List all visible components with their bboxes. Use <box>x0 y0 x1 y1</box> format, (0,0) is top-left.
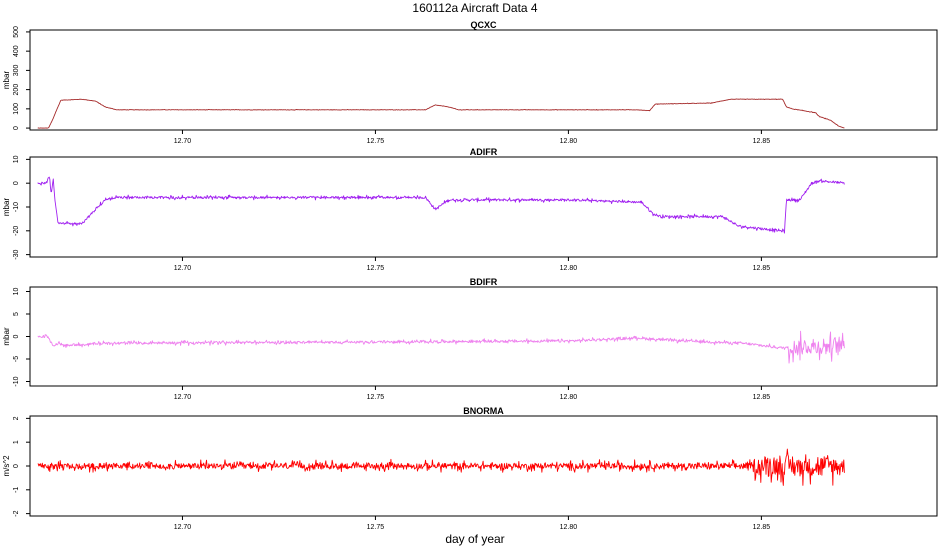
y-tick-label: -20 <box>13 226 20 236</box>
x-tick-label: 12.70 <box>174 138 192 145</box>
y-tick-label: 0 <box>13 181 20 185</box>
x-tick-label: 12.75 <box>367 265 385 272</box>
series-line-bnorma <box>37 448 845 486</box>
y-tick-label: 200 <box>13 84 20 96</box>
plot-frame <box>29 29 938 131</box>
x-tick-label: 12.85 <box>753 265 771 272</box>
y-tick-label: -10 <box>13 202 20 212</box>
y-tick-label: 300 <box>13 64 20 76</box>
y-tick-label: 0 <box>13 464 20 468</box>
y-tick-label: 500 <box>13 26 20 38</box>
y-tick-label: 10 <box>13 155 20 163</box>
series-line-adifr <box>37 176 845 234</box>
panel-bdifr: BDIFR mbar -10 -5 0 5 10 12.70 12.75 12.80 12.85 <box>2 277 938 401</box>
x-tick-label: 12.70 <box>174 524 192 531</box>
y-tick-label: -5 <box>13 356 20 362</box>
y-tick-label: 100 <box>13 103 20 115</box>
x-tick-label: 12.85 <box>753 524 771 531</box>
x-tick-label: 12.80 <box>560 265 578 272</box>
x-tick-label: 12.80 <box>560 394 578 401</box>
x-tick-label: 12.70 <box>174 265 192 272</box>
y-axis-label: mbar <box>2 327 11 346</box>
panel-title: QCXC <box>470 20 497 30</box>
y-axis-label: m/s^2 <box>2 455 11 477</box>
y-axis-label: mbar <box>2 71 11 90</box>
x-tick-label: 12.75 <box>367 394 385 401</box>
y-tick-label: -2 <box>13 510 20 516</box>
panel-title: BDIFR <box>470 277 498 287</box>
x-tick-label: 12.80 <box>560 138 578 145</box>
series-line-qcxc <box>37 98 845 129</box>
figure-title: 160112a Aircraft Data 4 <box>412 1 538 15</box>
x-tick-label: 12.70 <box>174 394 192 401</box>
x-tick-label: 12.85 <box>753 138 771 145</box>
y-axis-label: mbar <box>2 198 11 217</box>
panel-title: ADIFR <box>470 147 498 157</box>
y-tick-label: -10 <box>13 376 20 386</box>
y-tick-label: 2 <box>13 416 20 420</box>
plot-frame <box>29 156 938 258</box>
series-line-bdifr <box>37 330 845 364</box>
y-tick-label: 0 <box>13 126 20 130</box>
x-tick-label: 12.75 <box>367 138 385 145</box>
panel-title: BNORMA <box>463 406 504 416</box>
y-tick-label: 0 <box>13 334 20 338</box>
y-tick-label: 1 <box>13 440 20 444</box>
panel-bnorma: BNORMA m/s^2 -2 -1 0 1 2 12.70 12.75 12.80 12.85 <box>2 406 938 531</box>
y-tick-label: 10 <box>13 288 20 296</box>
x-tick-label: 12.80 <box>560 524 578 531</box>
y-tick-label: 400 <box>13 45 20 57</box>
panel-qcxc: QCXC mbar 0 100 200 300 400 500 12.70 12.75 12.80 1… <box>2 20 938 145</box>
y-tick-label: -30 <box>13 249 20 259</box>
x-tick-label: 12.75 <box>367 524 385 531</box>
y-tick-label: -1 <box>13 487 20 493</box>
panel-adifr: ADIFR mbar -30 -20 -10 0 10 12.70 12.75 12.80 12.8… <box>2 147 938 272</box>
y-tick-label: 5 <box>13 312 20 316</box>
figure-xlabel: day of year <box>445 532 504 546</box>
x-tick-label: 12.85 <box>753 394 771 401</box>
